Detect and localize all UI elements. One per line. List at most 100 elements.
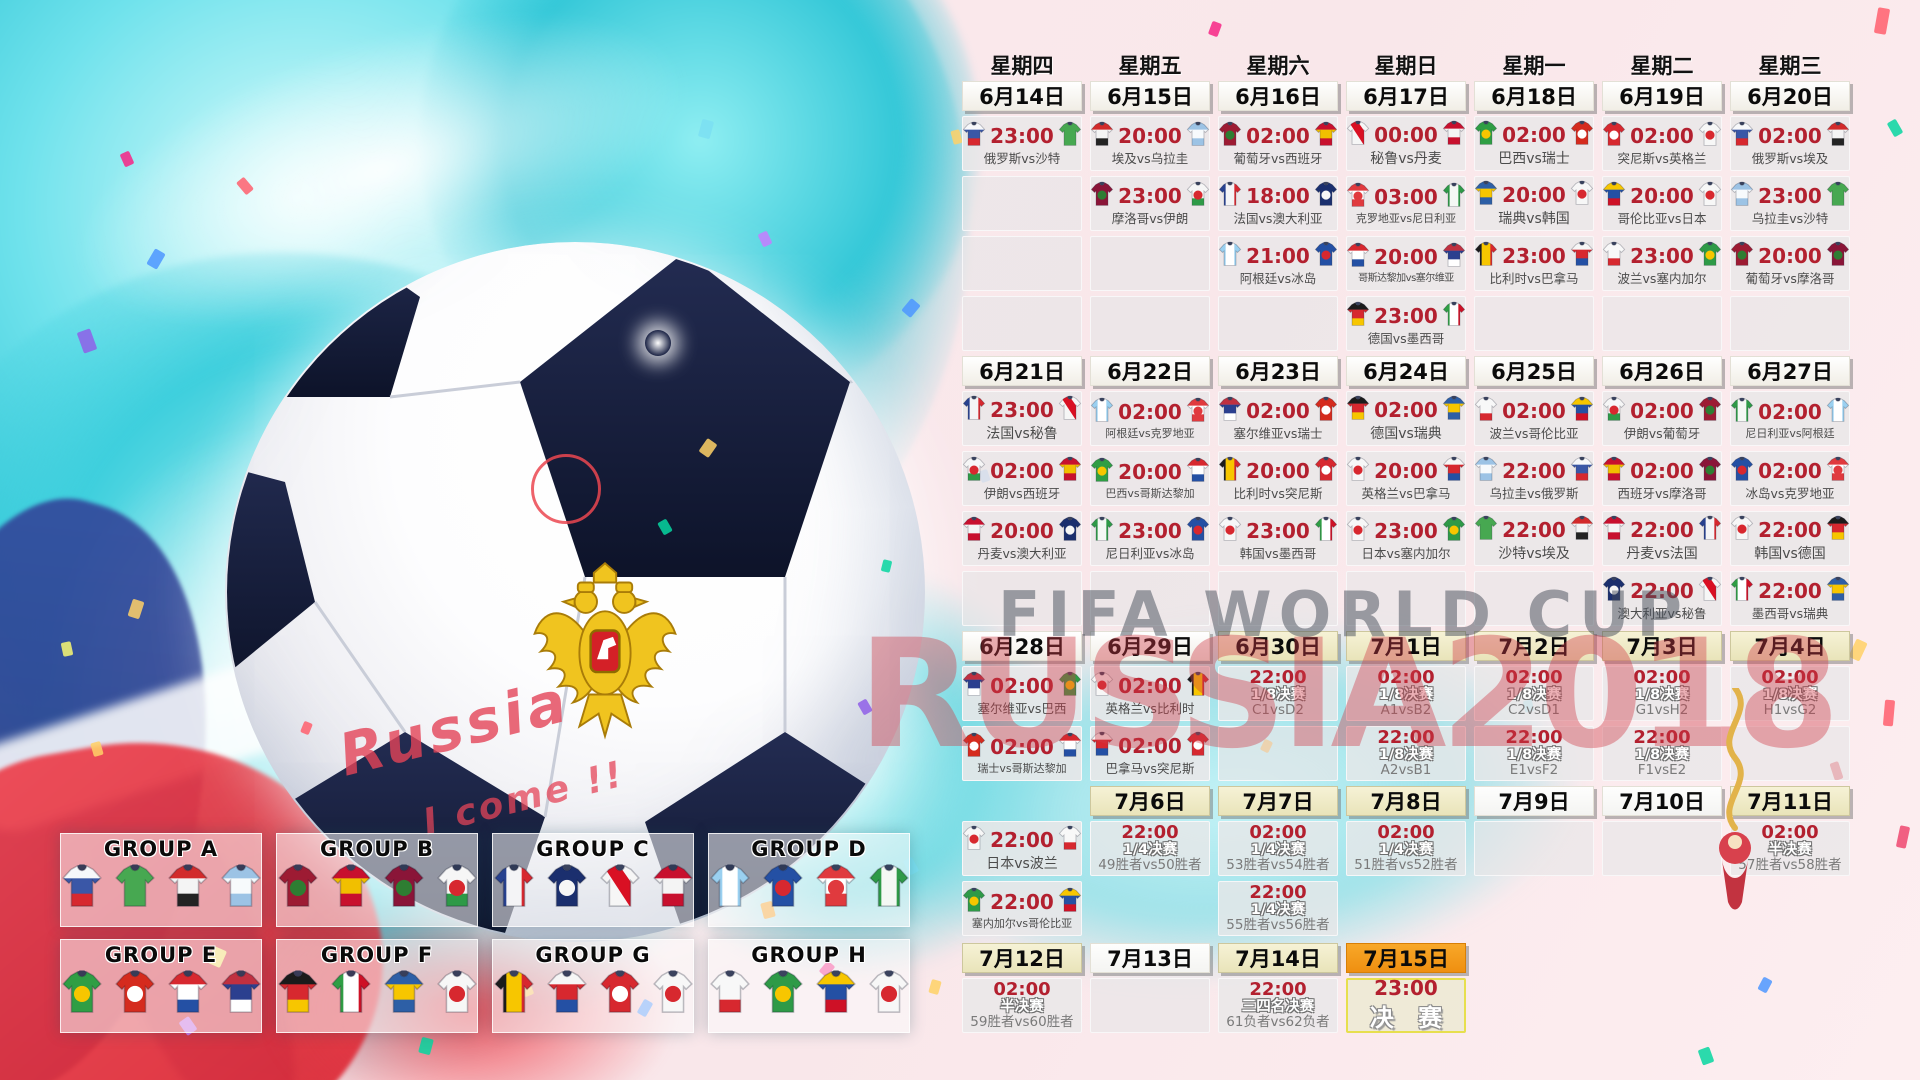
knockout-pairing-label: 53胜者vs54胜者 <box>1226 857 1330 874</box>
uru-jersey-icon <box>1186 121 1210 146</box>
date-header: 7月1日 <box>1346 631 1466 661</box>
match-teams-label: 比利时vs突尼斯 <box>1233 485 1323 501</box>
knockout-stage-label: 1/8决赛 <box>1634 746 1690 763</box>
date-header-row: 7月6日 7月7日 7月8日 7月9日 7月10日 7月11日 <box>962 786 1862 816</box>
match-time-line: 20:00 <box>1473 180 1595 210</box>
rus-jersey-icon <box>962 121 986 146</box>
group-title: GROUP A <box>103 837 219 861</box>
knockout-stage-label: 半决赛 <box>1768 841 1812 858</box>
srb-jersey-icon <box>962 671 986 696</box>
match-teams-label: 波兰vs哥伦比亚 <box>1489 425 1579 441</box>
calendar-week-band: 7月6日 7月7日 7月8日 7月9日 7月10日 7月11日 22:00 日本vs波兰 22:… <box>962 786 1862 936</box>
knockout-pairing-label: C2vsD1 <box>1507 702 1561 719</box>
away-jersey <box>1057 825 1083 855</box>
match-teams-label: 巴西vs哥斯达黎加 <box>1105 486 1195 500</box>
group-title: GROUP E <box>104 943 218 967</box>
match-teams-label: 日本vs塞内加尔 <box>1361 545 1451 561</box>
match-time-line: 02:00 <box>1729 456 1851 486</box>
match-time: 23:00 <box>1630 243 1694 268</box>
match-time: 20:00 <box>1118 459 1182 484</box>
match-teams-label: 哥伦比亚vs日本 <box>1617 210 1707 226</box>
match-time-line: 02:00 <box>961 732 1083 762</box>
home-jersey <box>1473 515 1499 545</box>
mar-jersey-icon <box>1698 456 1722 481</box>
away-jersey <box>1569 456 1595 486</box>
match-time: 22:00 <box>1630 517 1694 542</box>
ger-jersey-icon <box>1346 395 1370 420</box>
empty-cell <box>1218 296 1338 351</box>
match-teams-label: 巴拿马vs突尼斯 <box>1105 760 1195 776</box>
eng-jersey-icon <box>1346 456 1370 481</box>
weekday-label: 星期二 <box>1630 54 1694 78</box>
away-jersey <box>1569 120 1595 150</box>
match-teams-label: 伊朗vs葡萄牙 <box>1623 425 1701 441</box>
date-header: 7月13日 <box>1090 943 1210 973</box>
col-jersey-icon <box>1058 887 1082 912</box>
match-cell: 02:00 俄罗斯vs埃及 <box>1730 116 1850 171</box>
away-jersey <box>1569 515 1595 545</box>
match-row: 22:00 澳大利亚vs秘鲁 22:00 墨西哥vs瑞典 <box>962 571 1862 626</box>
ksa-jersey-icon <box>1826 181 1850 206</box>
cro-jersey-icon <box>1346 182 1370 207</box>
group-box: GROUP F <box>276 939 478 1033</box>
knockout-cell: 22:00 1/4决赛 49胜者vs50胜者 <box>1090 821 1210 876</box>
sen-team-jersey <box>760 969 806 1019</box>
match-time: 23:00 <box>1374 303 1438 328</box>
match-time: 22:00 <box>1502 458 1566 483</box>
match-teams-label: 突尼斯vs英格兰 <box>1617 150 1707 166</box>
match-time: 03:00 <box>1374 184 1438 209</box>
away-jersey <box>1697 241 1723 271</box>
date-header: 6月26日 <box>1602 356 1722 386</box>
groups-panel: GROUP A GROUP B GROUP C GROUP D GROUP E GROUP… <box>60 833 910 1045</box>
match-teams-label: 克罗地亚vs尼日利亚 <box>1355 211 1457 225</box>
group-title: GROUP B <box>319 837 435 861</box>
match-time-line: 23:00 <box>1345 301 1467 331</box>
group-title: GROUP D <box>751 837 867 861</box>
match-teams-label: 韩国vs德国 <box>1754 545 1826 562</box>
match-time-line: 20:00 <box>961 516 1083 546</box>
home-jersey <box>961 671 987 701</box>
confetti-piece <box>119 150 135 168</box>
home-jersey <box>1089 671 1115 701</box>
match-time: 22:00 <box>1249 881 1307 903</box>
match-teams-label: 塞内加尔vs哥伦比亚 <box>971 916 1073 930</box>
cro-jersey-icon <box>815 864 856 907</box>
match-time: 02:00 <box>1377 666 1435 688</box>
eng-jersey-icon <box>1698 121 1722 146</box>
match-time: 02:00 <box>1249 821 1307 843</box>
knockout-pairing-label: A2vsB1 <box>1380 762 1432 779</box>
away-jersey <box>1057 121 1083 151</box>
match-cell: 18:00 法国vs澳大利亚 <box>1218 176 1338 231</box>
col-team-jersey <box>813 969 859 1019</box>
swe-jersey-icon <box>1474 180 1498 205</box>
away-jersey <box>1313 121 1339 151</box>
match-time-line: 02:00 <box>961 671 1083 701</box>
pol-jersey-icon <box>1602 241 1626 266</box>
ksa-team-jersey <box>112 863 158 913</box>
ger-jersey-icon <box>1346 301 1370 326</box>
knockout-pairing-label: F1vsE2 <box>1637 762 1687 779</box>
match-time-line: 22:00 <box>961 887 1083 917</box>
match-teams-label: 西班牙vs摩洛哥 <box>1617 485 1707 501</box>
knockout-stage-label: 1/8决赛 <box>1250 686 1306 703</box>
double-eagle-emblem <box>533 562 677 740</box>
fra-jersey-icon <box>1698 515 1722 540</box>
home-jersey <box>1601 396 1627 426</box>
match-time: 02:00 <box>1761 666 1819 688</box>
match-time: 22:00 <box>1377 726 1435 748</box>
ksa-jersey-icon <box>1058 121 1082 146</box>
match-time-line: 20:00 <box>1089 121 1211 151</box>
jpn-jersey-icon <box>868 970 909 1013</box>
col-jersey-icon <box>1570 396 1594 421</box>
fra-team-jersey <box>491 863 537 913</box>
knockout-cell: 22:00 1/4决赛 55胜者vs56胜者 <box>1218 881 1338 936</box>
match-time: 22:00 <box>1630 578 1694 603</box>
match-teams-label: 冰岛vs克罗地亚 <box>1745 485 1835 501</box>
match-time-line: 23:00 <box>1089 181 1211 211</box>
match-cell: 20:00 哥斯达黎加vs塞尔维亚 <box>1346 236 1466 291</box>
match-time: 20:00 <box>1502 182 1566 207</box>
match-cell: 20:00 瑞典vs韩国 <box>1474 176 1594 231</box>
group-title: GROUP H <box>751 943 867 967</box>
knockout-stage-label: 1/8决赛 <box>1634 686 1690 703</box>
match-teams-label: 埃及vs乌拉圭 <box>1111 150 1189 166</box>
